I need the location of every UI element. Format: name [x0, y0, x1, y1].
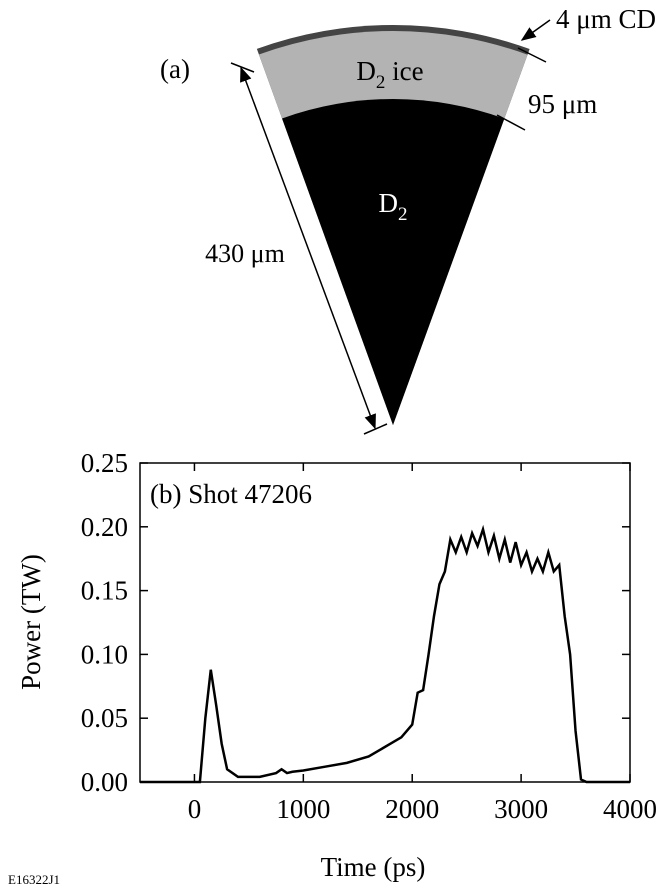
y-tick-label: 0.20 [81, 512, 128, 542]
panel-label: (a) [160, 54, 190, 84]
chart-title: (b) Shot 47206 [150, 479, 312, 509]
x-tick-label: 2000 [385, 794, 439, 824]
dim-tick [363, 423, 388, 435]
dim-tick [496, 114, 526, 131]
figure-id: E16322J1 [8, 872, 60, 887]
x-tick-label: 1000 [276, 794, 330, 824]
y-tick-label: 0.05 [81, 703, 128, 733]
radius-label: 430 μm [205, 239, 285, 268]
x-tick-label: 3000 [494, 794, 548, 824]
radius-arrow [240, 66, 376, 430]
cd-label: 4 μm CD [556, 4, 656, 34]
gas-label: D2 [379, 188, 408, 225]
y-tick-label: 0.15 [81, 576, 128, 606]
data-line [140, 524, 630, 784]
dim-tick [517, 47, 547, 63]
ice-label: D2 ice [356, 56, 423, 93]
plot-frame [139, 462, 631, 783]
y-tick-label: 0.25 [81, 448, 128, 478]
ice-thickness-label: 95 μm [528, 89, 597, 119]
y-tick-label: 0.10 [81, 639, 128, 669]
x-tick-label: 0 [188, 794, 202, 824]
gas-region [282, 98, 505, 425]
y-tick-label: 0.00 [81, 767, 128, 797]
cd-arrow [520, 19, 551, 41]
x-tick-label: 4000 [603, 794, 657, 824]
y-axis-label: Power (TW) [16, 554, 46, 690]
x-axis-label: Time (ps) [321, 852, 426, 882]
